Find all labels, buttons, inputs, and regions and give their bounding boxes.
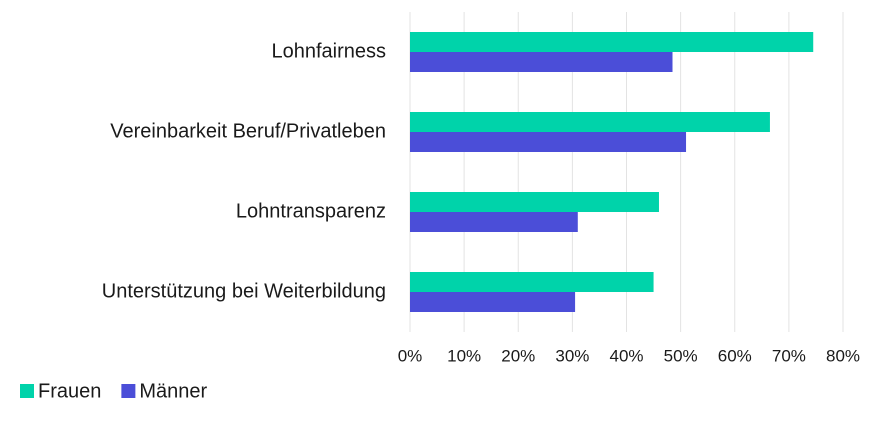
bar <box>410 112 770 132</box>
bar <box>410 272 654 292</box>
legend-label: Frauen <box>38 380 101 402</box>
legend-swatch <box>20 384 34 398</box>
bar <box>410 32 814 52</box>
legend-swatch <box>121 384 136 398</box>
x-tick-label: 10% <box>447 346 481 365</box>
y-tick-label: Lohnfairness <box>271 40 386 62</box>
y-tick-label: Vereinbarkeit Beruf/Privatleben <box>110 120 386 142</box>
x-tick-label: 20% <box>501 346 535 365</box>
y-tick-label: Unterstützung bei Weiterbildung <box>102 280 386 302</box>
bar <box>410 292 576 312</box>
legend-label: Männer <box>139 380 207 402</box>
x-tick-label: 50% <box>664 346 698 365</box>
x-tick-label: 60% <box>718 346 752 365</box>
x-tick-label: 70% <box>772 346 806 365</box>
bar <box>410 132 687 152</box>
bar <box>410 212 578 232</box>
x-tick-label: 80% <box>826 346 860 365</box>
x-tick-label: 40% <box>609 346 643 365</box>
bar <box>410 52 673 72</box>
bar <box>410 192 659 212</box>
x-tick-label: 0% <box>398 346 423 365</box>
y-tick-label: Lohntransparenz <box>236 200 386 222</box>
x-tick-label: 30% <box>555 346 589 365</box>
